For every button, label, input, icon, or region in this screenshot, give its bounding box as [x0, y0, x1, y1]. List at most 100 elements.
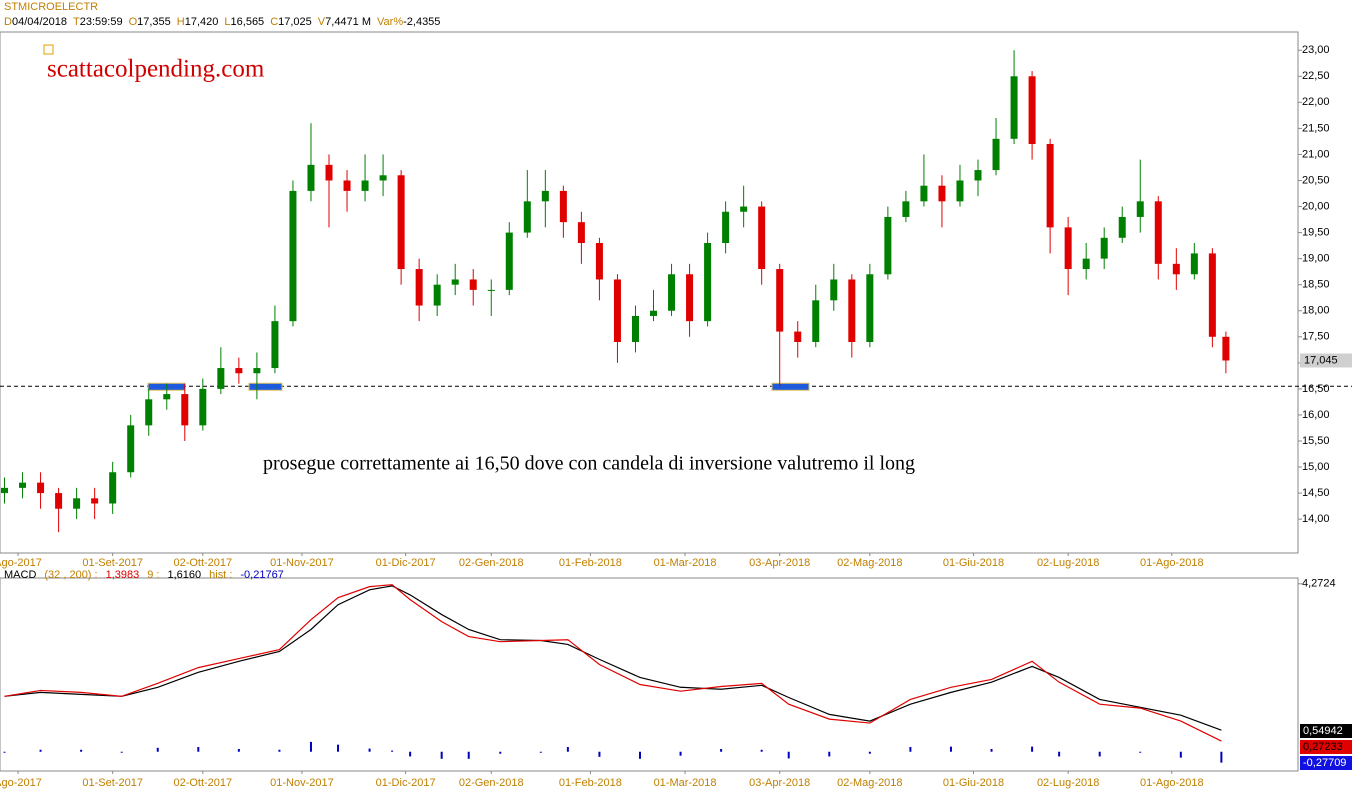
hist-bar — [278, 749, 281, 752]
y-tick-label: 15,50 — [1302, 435, 1330, 447]
hist-bar — [499, 751, 502, 754]
hist-bar — [80, 749, 83, 752]
hist-bar — [1220, 751, 1223, 763]
hist-bar — [787, 751, 790, 759]
y-tick-label: 16,00 — [1302, 409, 1330, 421]
candle-body — [37, 482, 45, 494]
last-price-label: 17,045 — [1304, 354, 1338, 366]
hist-bar — [1179, 751, 1182, 758]
candle-body — [776, 269, 784, 332]
candle-body — [1172, 263, 1180, 275]
y-tick-label: 19,50 — [1302, 226, 1330, 238]
macd-panel — [0, 577, 1299, 772]
marker-square — [43, 44, 54, 55]
candle-body — [920, 185, 928, 202]
highlight — [771, 382, 810, 391]
hist-bar — [1139, 751, 1142, 753]
candle-body — [289, 190, 297, 322]
candle-body — [1010, 76, 1018, 139]
y-tick-label: 21,50 — [1302, 122, 1330, 134]
quote-key: C — [270, 16, 278, 28]
x-tick-label: 03-Apr-2018 — [749, 557, 810, 569]
hist-bar — [391, 750, 394, 752]
candle-body — [1028, 76, 1036, 145]
candle-body — [127, 425, 135, 473]
y-tick-label: 22,00 — [1302, 96, 1330, 108]
y-tick-label: 18,00 — [1302, 305, 1330, 317]
x-tick-label: 03-Apr-2018 — [749, 777, 810, 789]
y-tick-label: 20,00 — [1302, 200, 1330, 212]
quote-value: 17,355 — [137, 16, 171, 28]
candle-body — [992, 138, 1000, 171]
end-label-box — [1300, 740, 1352, 754]
macd-label: MACD — [4, 569, 36, 581]
macd-line — [4, 585, 1222, 731]
x-tick-label: 01-Giu-2018 — [943, 557, 1004, 569]
candle-body — [974, 170, 982, 181]
candle-body — [487, 289, 495, 291]
candle-body — [199, 388, 207, 426]
quote-key: H — [177, 16, 185, 28]
hist-bar — [39, 749, 42, 752]
x-tick-label: 02-Ott-2017 — [173, 557, 232, 569]
quote-value: 16,565 — [231, 16, 265, 28]
hist-bar — [598, 751, 601, 757]
candle-body — [1118, 216, 1126, 238]
candle-body — [668, 274, 676, 311]
hist-bar — [3, 751, 6, 753]
y-tick-label: 20,50 — [1302, 174, 1330, 186]
hist-bar — [679, 751, 682, 756]
x-tick-label: 01-Dic-2017 — [376, 777, 436, 789]
x-tick-label: 01-Set-2017 — [82, 557, 143, 569]
candle-body — [595, 243, 603, 280]
candle-body — [848, 279, 856, 342]
candle-body — [253, 368, 261, 374]
hist-bar — [197, 747, 200, 752]
x-tick-label: 02-Lug-2018 — [1037, 777, 1099, 789]
candle-body — [686, 274, 694, 322]
hist-bar — [566, 747, 569, 752]
candle-body — [217, 368, 225, 389]
x-tick-label: 01-Nov-2017 — [270, 777, 334, 789]
end-label: 0,54942 — [1303, 725, 1343, 737]
candle-body — [794, 331, 802, 342]
candle-body — [271, 321, 279, 369]
x-tick-label: 02-Gen-2018 — [459, 557, 524, 569]
macd-hist-params: hist : — [209, 569, 232, 581]
candle-body — [740, 206, 748, 212]
quote-value: 23:59:59 — [80, 16, 123, 28]
hist-bar — [638, 751, 641, 759]
hist-bar — [337, 744, 340, 752]
hist-bar — [368, 748, 371, 752]
hist-bar — [990, 748, 993, 752]
candle-body — [1190, 253, 1198, 275]
candle-body — [812, 300, 820, 342]
x-tick-label: 02-Mag-2018 — [837, 557, 902, 569]
macd-hist-value: -0,21767 — [240, 569, 283, 581]
candle-body — [325, 164, 333, 181]
quote-value: 04/04/2018 — [12, 16, 67, 28]
candle-body — [1046, 144, 1054, 228]
y-tick-label: 14,50 — [1302, 487, 1330, 499]
quote-key: L — [224, 16, 230, 28]
x-tick-label: Ago-2017 — [0, 557, 42, 569]
x-tick-label: 02-Gen-2018 — [459, 777, 524, 789]
hist-bar — [1031, 746, 1034, 752]
candle-body — [379, 175, 387, 181]
candle-body — [1100, 237, 1108, 259]
candle-body — [109, 472, 117, 504]
candle-body — [307, 164, 315, 191]
candle-body — [613, 279, 621, 342]
macd-signal-params: 9 : — [147, 569, 159, 581]
candle-body — [758, 206, 766, 270]
candle-body — [1064, 227, 1072, 270]
x-tick-label: 02-Mag-2018 — [837, 777, 902, 789]
candle-body — [1, 487, 9, 494]
hist-bar — [156, 747, 159, 752]
y-tick-label: 21,00 — [1302, 148, 1330, 160]
candle-body — [397, 175, 405, 270]
candle-body — [541, 190, 549, 202]
candle-body — [650, 310, 658, 316]
end-label: -0,27709 — [1303, 757, 1346, 769]
